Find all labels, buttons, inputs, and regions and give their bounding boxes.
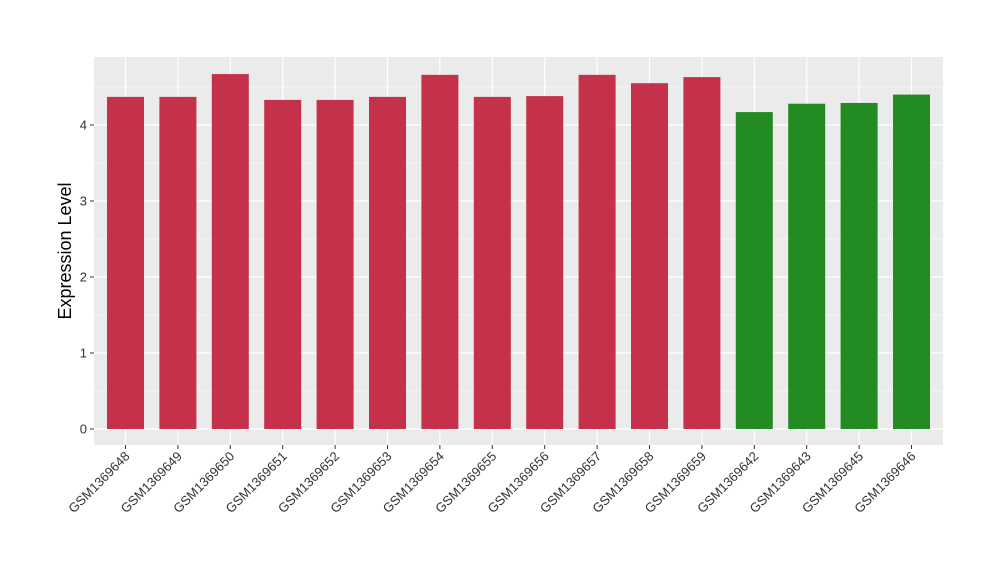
y-tick-label: 4 xyxy=(80,118,87,133)
y-tick-label: 2 xyxy=(80,270,87,285)
bar-GSM1369654 xyxy=(421,74,459,429)
bar-GSM1369652 xyxy=(316,99,354,430)
bar-GSM1369648 xyxy=(107,96,144,429)
bar-GSM1369650 xyxy=(211,74,249,429)
bar-GSM1369642 xyxy=(735,112,773,429)
y-tick-label: 1 xyxy=(80,346,87,361)
bar-GSM1369657 xyxy=(578,74,616,429)
bar-GSM1369643 xyxy=(788,103,826,429)
bar-GSM1369658 xyxy=(631,83,668,429)
y-axis: 0 1 2 3 4 xyxy=(80,118,94,437)
bar-GSM1369646 xyxy=(893,94,930,429)
bar-GSM1369649 xyxy=(159,96,197,429)
x-axis: GSM1369648GSM1369649GSM1369650GSM1369651… xyxy=(65,445,919,516)
y-tick-label: 0 xyxy=(80,422,87,437)
bar-GSM1369655 xyxy=(473,96,511,429)
bars xyxy=(107,74,930,430)
bar-GSM1369653 xyxy=(369,96,406,429)
bar-GSM1369656 xyxy=(526,96,564,430)
bar-GSM1369651 xyxy=(264,99,302,430)
bar-GSM1369645 xyxy=(840,102,878,430)
y-tick-label: 3 xyxy=(80,194,87,209)
y-axis-title: Expression Level xyxy=(55,182,75,319)
bar-GSM1369659 xyxy=(683,77,721,430)
